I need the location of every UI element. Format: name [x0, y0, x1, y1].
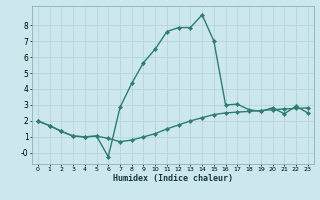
X-axis label: Humidex (Indice chaleur): Humidex (Indice chaleur)	[113, 174, 233, 183]
